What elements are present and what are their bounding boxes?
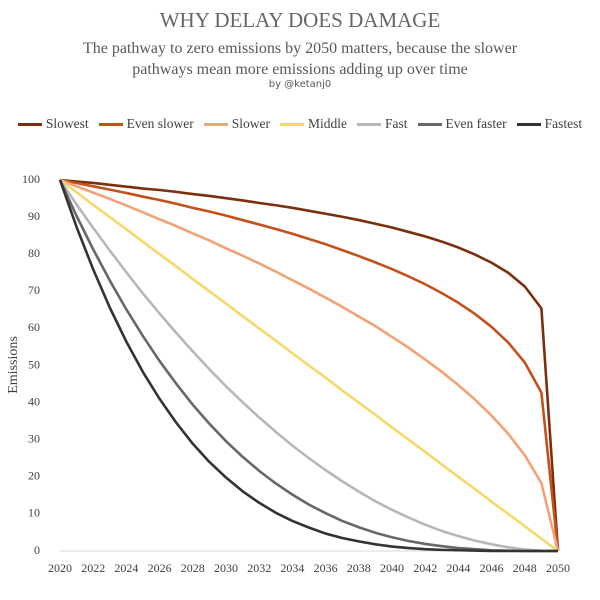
series-line	[59, 178, 560, 552]
legend-item: Slowest	[17, 116, 89, 132]
legend-swatch	[280, 122, 304, 126]
x-tick-label: 2030	[214, 561, 238, 575]
legend-item: Fast	[357, 116, 408, 132]
y-tick-label: 100	[22, 172, 40, 186]
x-tick-label: 2042	[413, 561, 437, 575]
x-tick-label: 2050	[546, 561, 570, 575]
series-line	[59, 178, 559, 553]
legend-swatch	[417, 122, 442, 126]
legend-item: Middle	[280, 116, 347, 132]
x-tick-label: 2040	[380, 561, 404, 575]
x-tick-label: 2038	[347, 561, 371, 575]
y-tick-label: 50	[28, 357, 40, 371]
y-tick-label: 60	[28, 320, 40, 334]
x-tick-label: 2034	[280, 561, 304, 575]
legend-label: Even slower	[126, 116, 194, 131]
legend-swatch	[203, 122, 228, 126]
series-line	[59, 178, 560, 552]
x-tick-label: 2044	[446, 561, 470, 575]
chart-subtitle: The pathway to zero emissions by 2050 ma…	[82, 40, 518, 78]
legend-label: Slower	[231, 116, 270, 131]
legend-label: Fastest	[544, 116, 583, 131]
byline: by @ketanj0	[268, 79, 332, 90]
y-tick-label: 80	[28, 246, 40, 260]
x-tick-label: 2032	[247, 561, 271, 575]
chart-title: WHY DELAY DOES DAMAGE	[159, 8, 441, 32]
series-line	[58, 179, 558, 553]
legend-item: Even faster	[417, 116, 507, 132]
y-tick-label: 10	[28, 506, 40, 520]
legend-label: Middle	[308, 116, 347, 131]
legend: Slowest Even slower Slower Middle Fast Even f…	[0, 116, 600, 132]
series-line	[58, 179, 558, 553]
x-tick-label: 2020	[48, 561, 72, 575]
legend-label: Even faster	[445, 116, 507, 131]
x-tick-label: 2024	[114, 561, 138, 575]
x-tick-label: 2026	[148, 561, 172, 575]
x-tick-label: 2036	[314, 561, 338, 575]
series-line	[58, 179, 559, 553]
legend-item: Fastest	[516, 116, 583, 132]
legend-item: Slower	[203, 116, 270, 132]
y-tick-label: 20	[28, 469, 40, 483]
legend-item: Even slower	[98, 116, 194, 132]
series-line	[59, 178, 560, 552]
x-tick-label: 2048	[513, 561, 537, 575]
y-tick-label: 70	[28, 283, 40, 297]
y-tick-label: 0	[34, 543, 40, 557]
x-tick-label: 2028	[181, 561, 205, 575]
y-tick-label: 40	[28, 394, 40, 408]
y-axis-label: Emissions	[6, 336, 21, 394]
legend-swatch	[357, 122, 381, 126]
x-tick-label: 2046	[480, 561, 504, 575]
legend-swatch	[98, 122, 123, 126]
legend-swatch	[516, 122, 541, 126]
legend-label: Fast	[385, 116, 408, 131]
legend-label: Slowest	[45, 116, 89, 131]
y-tick-label: 30	[28, 431, 40, 445]
legend-swatch	[17, 122, 42, 126]
x-tick-label: 2022	[81, 561, 105, 575]
y-tick-label: 90	[28, 209, 40, 223]
